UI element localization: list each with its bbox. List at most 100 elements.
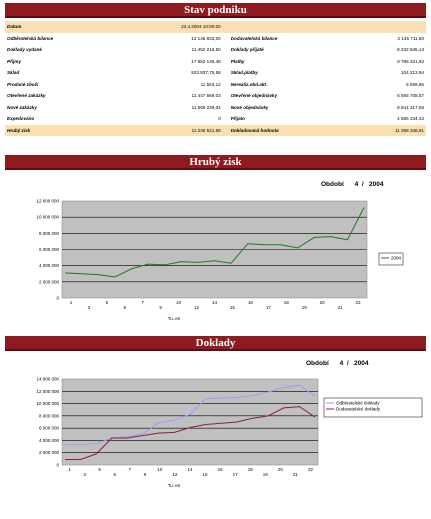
summary-value: 12 145 833,00 (191, 35, 221, 41)
x-tick-label: 14 (212, 300, 218, 305)
x-tick-label: 3 (88, 305, 91, 310)
summary-row: Datum 23.4.2004 10:00:00 (5, 21, 426, 33)
x-axis-label: Tu..en (168, 316, 181, 321)
summary-label: Dokladovaná hodnota (228, 124, 350, 136)
x-tick-label: 22 (356, 300, 362, 305)
summary-value: 11 447 569,03 (191, 93, 221, 99)
summary-row: Odběratelská bilance 12 145 833,00 Dodavat… (5, 33, 426, 45)
x-tick-label: 21 (338, 305, 344, 310)
summary-label: Přijato (230, 116, 245, 122)
series-line (65, 406, 316, 460)
legend-box (323, 397, 423, 418)
series-line (65, 384, 316, 446)
summary-value: 4 586 234,42 (397, 116, 424, 122)
summary-value: 8 841 317,56 (397, 104, 424, 110)
summary-label: Nové objednávky (230, 104, 269, 110)
y-tick-label: 4 000 000 (39, 263, 60, 268)
x-tick-label: 17 (266, 305, 272, 310)
x-tick-label: 12 (172, 472, 178, 477)
summary-row: Otevřené zakázky 11 447 569,03 Otevřené ob… (5, 90, 426, 102)
x-tick-label: 20 (278, 467, 284, 472)
summary-label: Příjmy (7, 58, 22, 64)
x-tick-label: 19 (302, 305, 308, 310)
summary-value: 11 452 216,50 (191, 47, 221, 53)
x-tick-label: 9 (144, 472, 147, 477)
summary-label: Nové zakázky (7, 104, 37, 110)
summary-value: 0 (218, 116, 221, 122)
summary-row: Expedováno 0 Přijato 4 586 234,42 (5, 113, 426, 125)
y-tick-label: 2 000 000 (39, 450, 60, 455)
series-line (64, 207, 365, 278)
summary-label: Sklad.platby (230, 70, 258, 76)
y-tick-label: 6 000 000 (39, 426, 60, 431)
y-tick-label: 14 000 000 (36, 377, 59, 382)
x-tick-label: 9 (159, 305, 162, 310)
y-tick-label: 6 000 000 (39, 247, 60, 252)
summary-label: Platby (230, 58, 245, 64)
legend-entry: Odběratelské doklady (336, 401, 380, 406)
section-header-zisk: Hrubý zisk (5, 155, 426, 170)
x-tick-label: 12 (194, 305, 200, 310)
summary-label: Otevřené objednávky (230, 93, 278, 99)
summary-row: Hrubý zisk 11 245 521,58 Dokladovaná hodno… (5, 124, 426, 136)
y-tick-label: 10 000 000 (36, 215, 59, 220)
summary-label: Doklady vydané (7, 47, 42, 53)
summary-value: 23.4.2004 10:00:00 (121, 21, 223, 33)
x-tick-label: 18 (248, 467, 254, 472)
y-tick-label: 8 000 000 (39, 413, 60, 418)
x-tick-label: 3 (83, 472, 86, 477)
summary-label: Dodavatelská bilance (230, 35, 278, 41)
period-label-doklady: Období 4 / 2004 (306, 360, 369, 367)
x-tick-label: 7 (129, 467, 132, 472)
summary-value: 923 837,75,58 (191, 70, 221, 76)
y-tick-label: 4 000 000 (39, 438, 60, 443)
y-tick-label: 0 (56, 463, 59, 468)
x-tick-label: 5 (98, 467, 101, 472)
x-tick-label: 17 (233, 472, 239, 477)
summary-label: Datum (5, 21, 122, 33)
summary-label: Prodané zboží (7, 81, 39, 87)
summary-value: 11 553,12 (200, 81, 221, 87)
summary-gap (222, 21, 229, 33)
legend-entry: 2004 (391, 256, 402, 261)
x-tick-label: 21 (293, 472, 299, 477)
summary-label: Doklady přijaté (230, 47, 264, 53)
y-tick-label: 8 000 000 (39, 231, 60, 236)
summary-label: Hrubý zisk (5, 124, 122, 136)
y-tick-label: 12 000 000 (36, 199, 59, 204)
summary-value: 9 785 321,92 (397, 58, 424, 64)
summary-value (349, 21, 426, 33)
section-header-doklady: Doklady (5, 336, 426, 351)
summary-gap (222, 124, 229, 136)
plot-area (61, 378, 319, 466)
y-tick-label: 12 000 000 (36, 389, 59, 394)
summary-value: 11 245 521,58 (121, 124, 223, 136)
legend-entry: Dodavatelské doklady (336, 407, 381, 412)
x-tick-label: 10 (176, 300, 182, 305)
x-tick-label: 15 (203, 472, 209, 477)
summary-label: Sklad (7, 70, 20, 76)
summary-label: Otevřené zakázky (7, 93, 46, 99)
x-tick-label: 16 (218, 467, 224, 472)
x-tick-label: 7 (141, 300, 144, 305)
summary-row: Příjmy 17 852 136,48 Platby 9 785 321,92 (5, 56, 426, 68)
section-header-stav: Stav podniku (5, 3, 426, 18)
x-tick-label: 22 (308, 467, 314, 472)
y-tick-label: 0 (56, 296, 59, 301)
summary-value: 17 852 136,48 (191, 58, 221, 64)
x-tick-label: 6 (113, 472, 116, 477)
x-tick-label: 5 (106, 300, 109, 305)
summary-label: Expedováno (7, 116, 35, 122)
summary-value: 2 145 711,80 (397, 35, 424, 41)
x-tick-label: 6 (124, 305, 127, 310)
x-tick-label: 18 (284, 300, 290, 305)
summary-label: Nerealiz.obd.akt. (230, 81, 268, 87)
summary-value: 8 232 845,14 (397, 47, 424, 53)
summary-value: 5 559,56 (406, 81, 424, 87)
summary-row: Sklad 923 837,75,58 Sklad.platby 104 213,94 (5, 67, 426, 79)
summary-label (228, 21, 350, 33)
x-tick-label: 10 (157, 467, 163, 472)
period-label-zisk: Období 4 / 2004 (321, 181, 384, 188)
summary-value: 11 566 239,04 (191, 104, 221, 110)
